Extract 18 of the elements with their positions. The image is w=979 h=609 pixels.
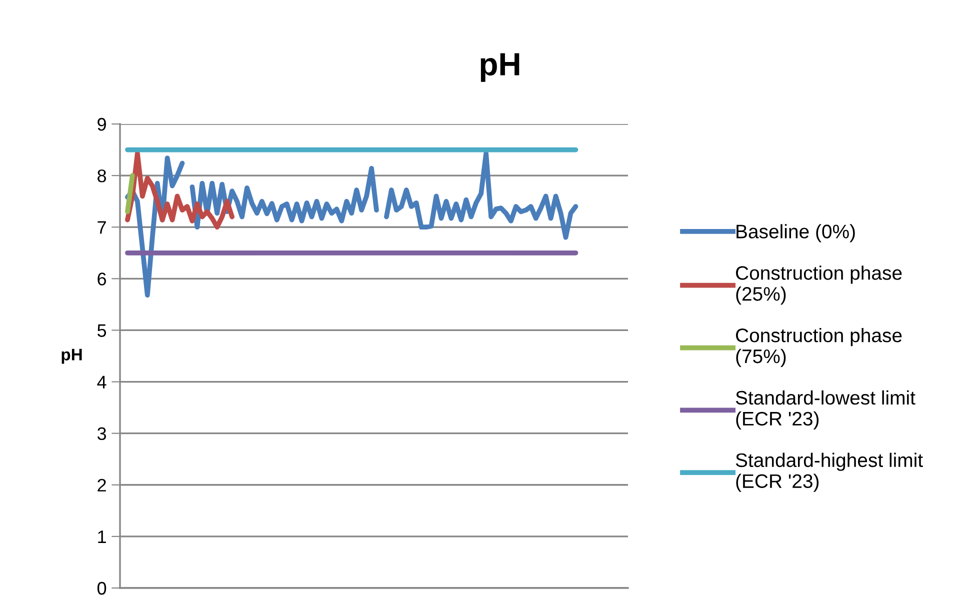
chart-title: pH — [480, 53, 520, 82]
y-tick-label: 1 — [98, 530, 106, 543]
y-tick-label: 2 — [98, 478, 106, 492]
y-tick-label: 9 — [98, 118, 106, 131]
legend-label: Baseline (0%) — [736, 224, 855, 242]
legend-label: Standard-highest limit (ECR '23) — [736, 452, 923, 492]
y-axis-title: pH — [62, 348, 82, 364]
y-tick-label: 8 — [98, 169, 106, 182]
line-series — [125, 150, 234, 230]
legend-label: Construction phase (75%) — [736, 328, 902, 368]
y-tick-label: 3 — [97, 427, 106, 440]
y-tick-label: 7 — [98, 221, 106, 234]
legend-label: Construction phase (25%) — [736, 266, 902, 305]
y-tick-label: 5 — [97, 324, 106, 337]
y-tick-label: 4 — [97, 376, 106, 388]
y-tick-label: 0 — [97, 582, 106, 595]
legend-label: Standard-lowest limit (ECR '23) — [736, 390, 916, 430]
y-tick-label: 6 — [98, 272, 106, 286]
